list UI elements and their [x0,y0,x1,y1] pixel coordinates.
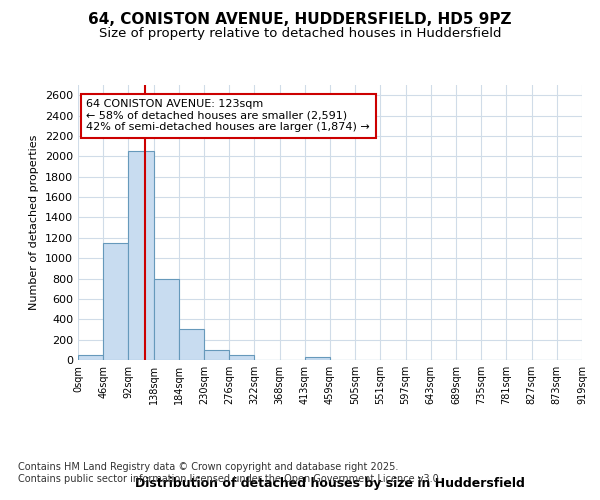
Text: Size of property relative to detached houses in Huddersfield: Size of property relative to detached ho… [99,28,501,40]
Bar [204,350,229,360]
Bar [305,357,330,360]
Bar [154,278,179,360]
Text: Contains HM Land Registry data © Crown copyright and database right 2025.
Contai: Contains HM Land Registry data © Crown c… [18,462,442,484]
Y-axis label: Number of detached properties: Number of detached properties [29,135,40,310]
Bar [229,355,254,360]
Text: Distribution of detached houses by size in Huddersfield: Distribution of detached houses by size … [135,477,525,490]
Bar [78,355,103,360]
Text: 64 CONISTON AVENUE: 123sqm
← 58% of detached houses are smaller (2,591)
42% of s: 64 CONISTON AVENUE: 123sqm ← 58% of deta… [86,100,370,132]
Bar [103,243,128,360]
Bar [128,151,154,360]
Bar [179,330,204,360]
Text: 64, CONISTON AVENUE, HUDDERSFIELD, HD5 9PZ: 64, CONISTON AVENUE, HUDDERSFIELD, HD5 9… [88,12,512,28]
